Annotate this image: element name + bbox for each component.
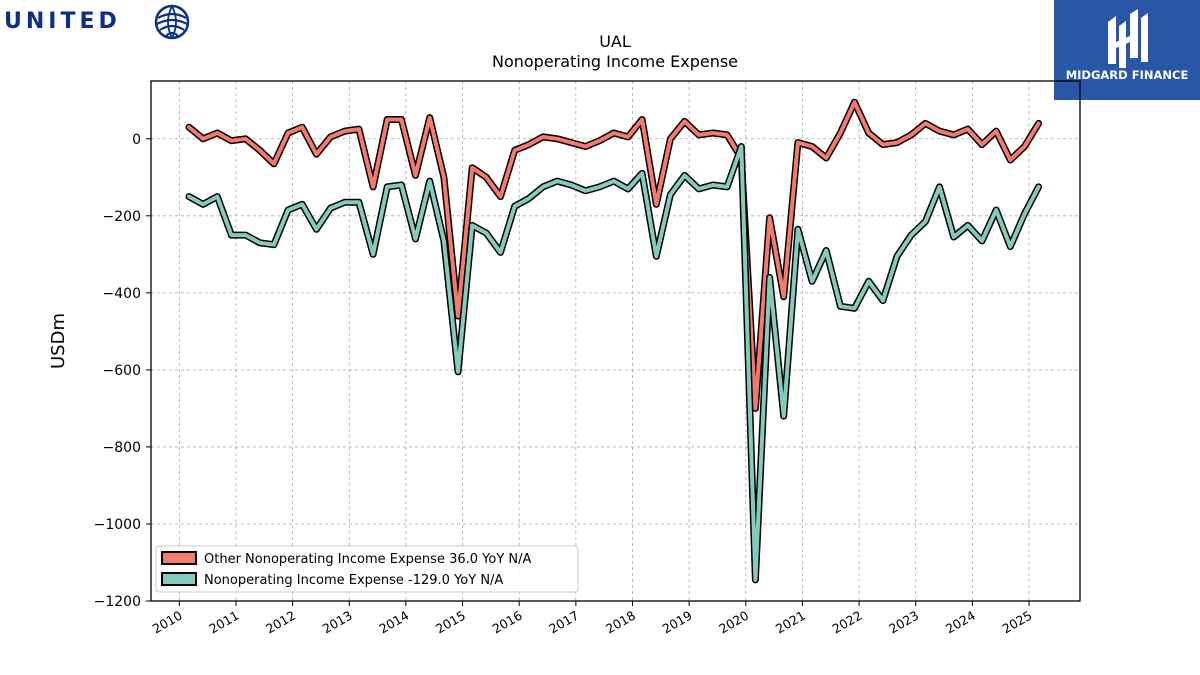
series-line-0: [187, 100, 1041, 411]
x-tick-label: 2025: [999, 608, 1034, 637]
series-line-1: [187, 144, 1041, 582]
chart-subtitle: Nonoperating Income Expense: [492, 52, 738, 71]
plot-frame: [150, 80, 1081, 602]
x-tick-label: 2010: [150, 608, 185, 637]
x-tick-label: 2019: [660, 608, 695, 637]
x-tick-label: 2015: [433, 608, 468, 637]
x-tick-label: 2020: [716, 608, 751, 637]
y-tick-label: −1000: [94, 517, 141, 533]
united-logo: UNITED: [4, 4, 194, 42]
y-tick-label: −400: [103, 286, 141, 302]
y-tick-label: 0: [132, 132, 141, 148]
legend-label-1: Nonoperating Income Expense -129.0 YoY N…: [204, 573, 503, 588]
grid: [151, 81, 1080, 602]
legend-box: [155, 545, 579, 593]
series-outline-1: [185, 143, 1043, 584]
chart-title: UAL: [599, 32, 631, 51]
midgard-mark-icon: [1108, 9, 1148, 68]
x-tick-label: 2012: [263, 608, 298, 637]
x-tick-label: 2021: [773, 608, 808, 637]
x-tick-label: 2013: [320, 608, 355, 637]
x-tick-label: 2024: [943, 608, 978, 637]
y-axis-label: USDm: [48, 313, 69, 369]
y-axis: 0 −200 −400 −600 −800 −1000 −1200: [94, 132, 151, 610]
y-tick-label: −600: [103, 363, 141, 379]
globe-icon: [154, 4, 190, 40]
x-tick-label: 2016: [490, 608, 525, 637]
x-tick-label: 2023: [886, 608, 921, 637]
y-tick-label: −1200: [94, 594, 141, 610]
legend-swatch-1: [161, 572, 197, 586]
legend-swatch-0: [161, 551, 197, 565]
x-tick-label: 2022: [830, 608, 865, 637]
x-tick-label: 2011: [206, 608, 241, 637]
united-wordmark: UNITED: [4, 9, 121, 34]
y-tick-label: −800: [103, 440, 141, 456]
midgard-wordmark: MIDGARD FINANCE: [1065, 68, 1189, 82]
legend-label-0: Other Nonoperating Income Expense 36.0 Y…: [204, 552, 532, 567]
x-tick-label: 2014: [376, 608, 411, 637]
midgard-finance-logo: MIDGARD FINANCE: [1054, 0, 1200, 100]
series-lines: [185, 98, 1043, 584]
x-tick-label: 2018: [603, 608, 638, 637]
y-tick-label: −200: [103, 209, 141, 225]
x-tick-label: 2017: [546, 608, 581, 637]
series-outline-0: [185, 98, 1043, 412]
legend: Other Nonoperating Income Expense 36.0 Y…: [155, 545, 579, 593]
x-axis: 2010 2011 2012 2013 2014 2015 2016 2017 2018 2019…: [150, 601, 1035, 637]
